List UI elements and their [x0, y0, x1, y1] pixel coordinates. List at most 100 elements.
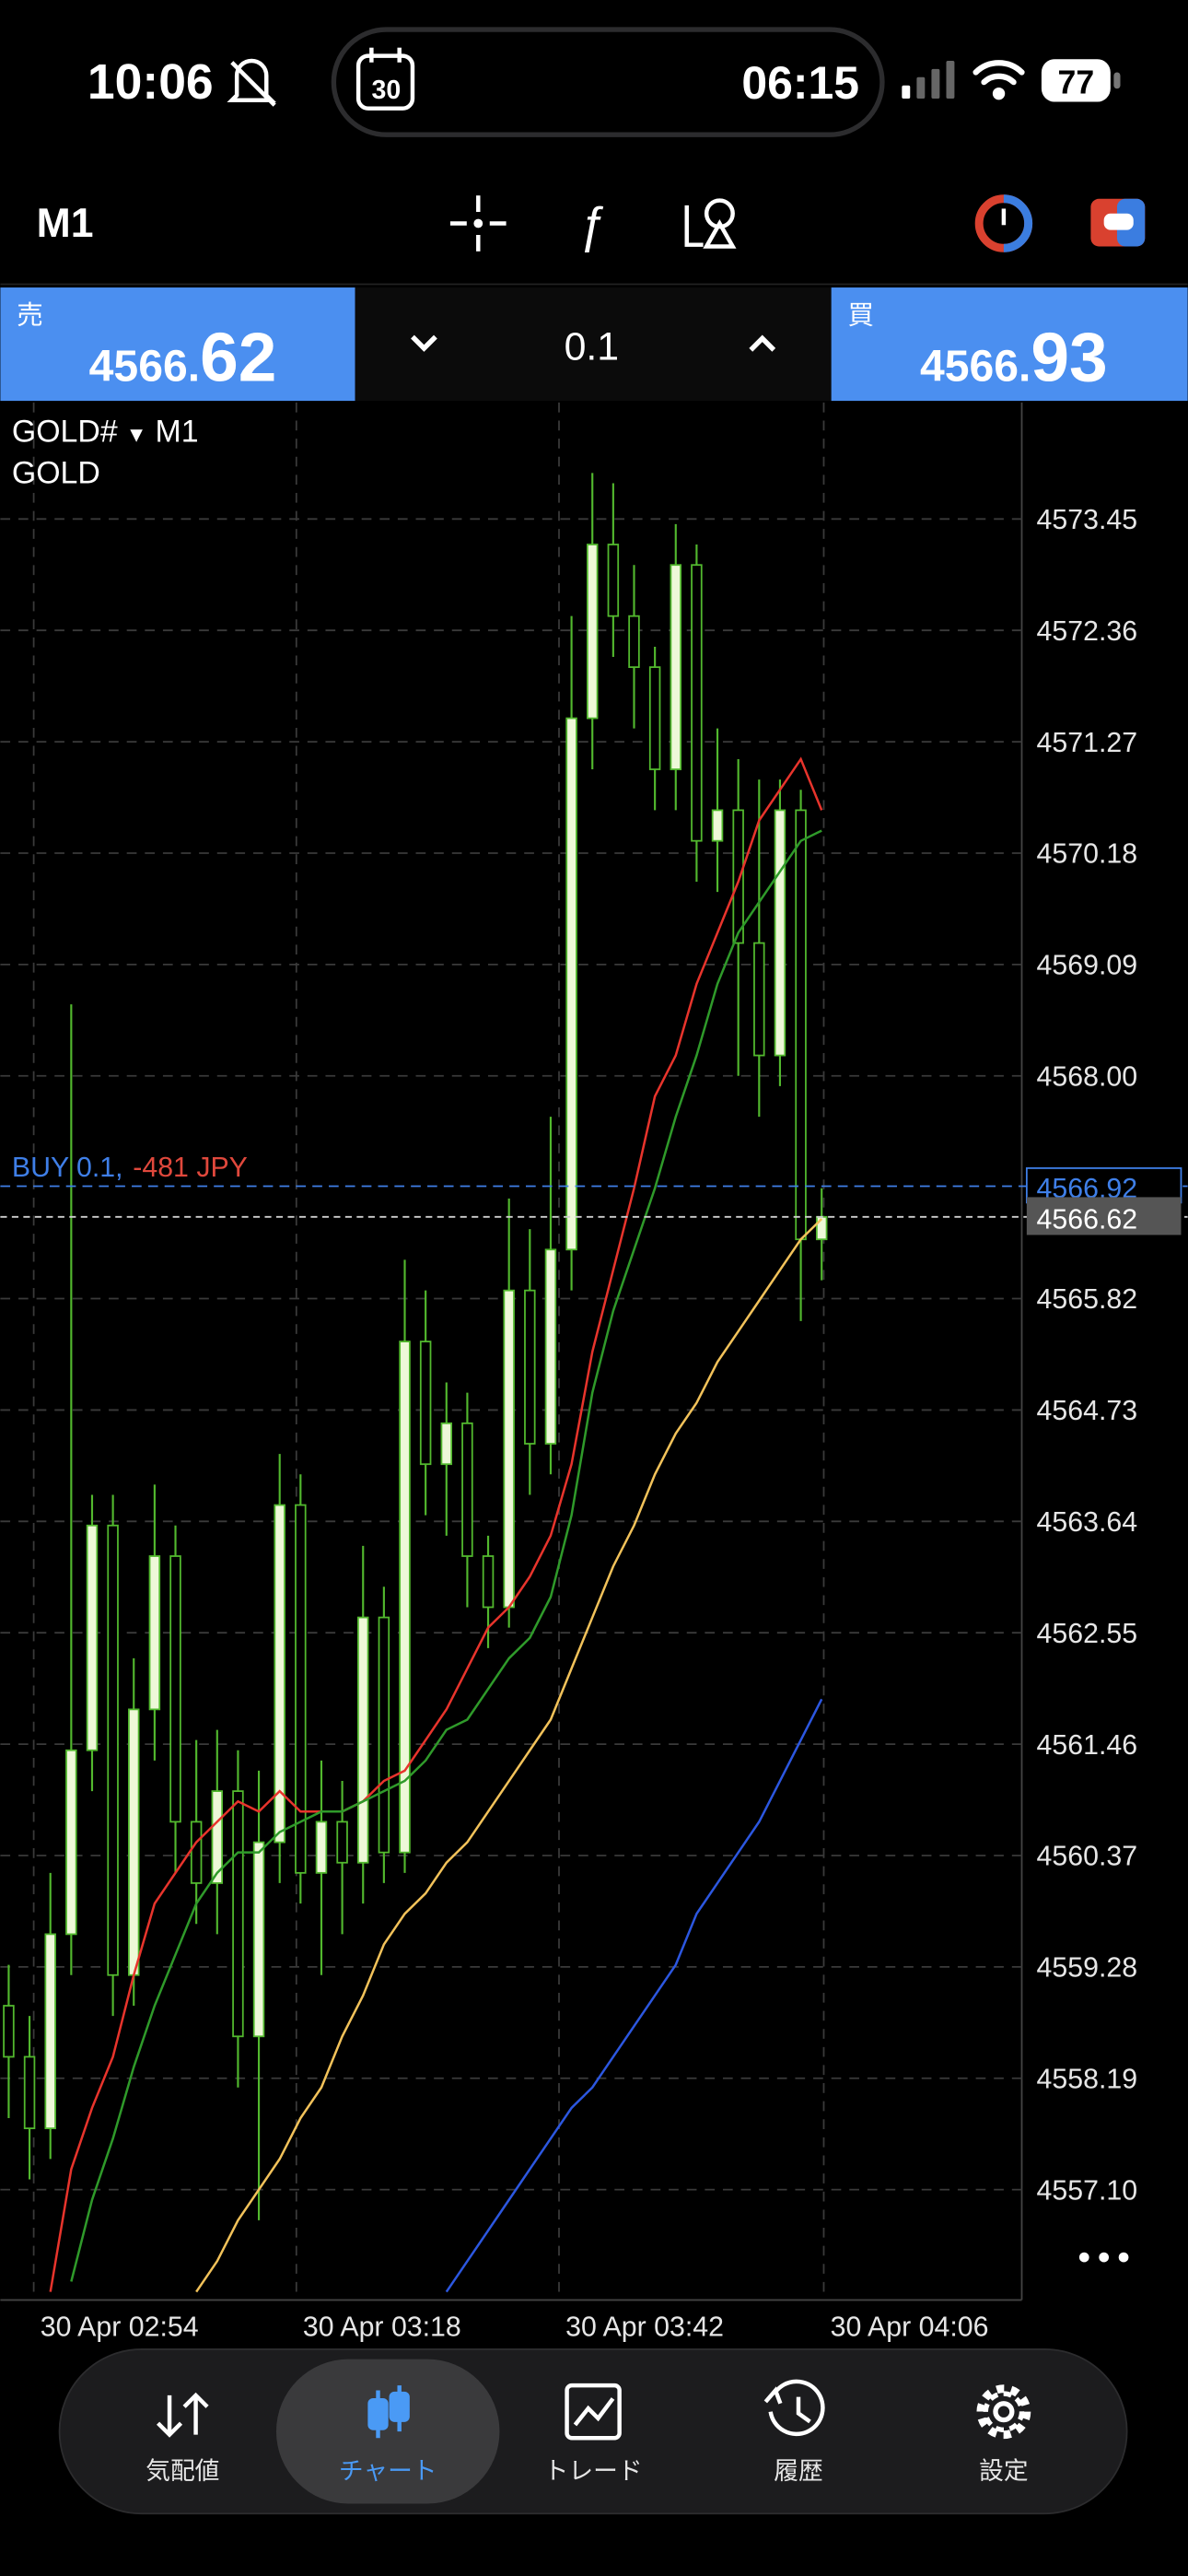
- candle-body: [23, 2055, 36, 2129]
- y-tick-label: 4573.45: [1037, 505, 1138, 535]
- candle-body: [565, 717, 577, 1251]
- volume[interactable]: 0.1: [565, 325, 619, 369]
- y-tick-label: 4563.64: [1037, 1507, 1138, 1538]
- more-button[interactable]: [1099, 2252, 1110, 2263]
- volume-box: [355, 287, 832, 402]
- y-tick-label: 4559.28: [1037, 1953, 1138, 1984]
- objects-button[interactable]: [684, 205, 704, 247]
- moving-average: [49, 756, 823, 2292]
- buy-button[interactable]: [831, 287, 1188, 402]
- account-button[interactable]: [1103, 213, 1134, 230]
- wifi-icon: [992, 87, 1006, 100]
- trade-icon[interactable]: [565, 2383, 622, 2441]
- candle-body: [356, 1616, 369, 1864]
- settings-icon[interactable]: [983, 2391, 1025, 2432]
- calendar-date: 30: [372, 76, 402, 105]
- y-tick-label: 4569.09: [1037, 951, 1138, 981]
- trade-mode-button[interactable]: [1003, 194, 1033, 252]
- quotes-icon[interactable]: [156, 2395, 183, 2438]
- candle-body: [44, 1933, 56, 2129]
- trade-mode-button[interactable]: [974, 194, 1033, 252]
- nav-label[interactable]: チャート: [339, 2457, 437, 2485]
- more-button[interactable]: [1118, 2252, 1129, 2263]
- chart-icon[interactable]: [367, 2397, 389, 2430]
- more-button[interactable]: [1078, 2252, 1089, 2263]
- candle-body: [524, 1289, 536, 1445]
- moving-average: [445, 1698, 823, 2293]
- trade-icon[interactable]: [565, 2383, 622, 2441]
- chart[interactable]: 4573.45 4572.36 4571.27 4570.18 4569.09 4568.…: [0, 402, 1188, 2343]
- trade-icon[interactable]: [573, 2397, 615, 2427]
- candle-body: [315, 1821, 328, 1874]
- y-tick-label: 4572.36: [1037, 616, 1138, 647]
- signal-icon: [902, 85, 911, 99]
- y-tick-label: 4570.18: [1037, 839, 1138, 870]
- crosshair-button[interactable]: [449, 195, 507, 252]
- battery-level: 77: [1058, 64, 1095, 101]
- history-icon[interactable]: [768, 2379, 825, 2437]
- island-time: 06:15: [741, 57, 859, 109]
- quotes-icon[interactable]: [182, 2392, 209, 2435]
- y-tick-label: 4560.37: [1037, 1842, 1138, 1872]
- signal-icon: [931, 68, 940, 99]
- x-tick-label: 30 Apr 03:42: [565, 2313, 724, 2343]
- dynamic-island: [331, 27, 885, 137]
- symbol-dropdown[interactable]: ▼: [126, 423, 147, 447]
- volume-down[interactable]: [411, 334, 437, 352]
- candle-body: [148, 1555, 161, 1711]
- y-tick-label: 4557.10: [1037, 2175, 1138, 2206]
- bid-price: 4566.62: [1037, 1204, 1138, 1235]
- candle-body: [378, 1616, 390, 1854]
- y-tick-label: 4564.73: [1037, 1396, 1138, 1426]
- candle-body: [482, 1555, 495, 1609]
- nav-label[interactable]: トレード: [544, 2457, 643, 2485]
- signal-icon: [916, 76, 926, 99]
- crosshair-button[interactable]: [473, 218, 483, 228]
- settings-icon[interactable]: [976, 2384, 1031, 2440]
- chart-icon[interactable]: [389, 2391, 410, 2422]
- moving-average: [195, 1218, 823, 2293]
- buy-price-main: 4566.: [920, 342, 1031, 392]
- history-icon[interactable]: [763, 2379, 825, 2437]
- settings-icon[interactable]: [976, 2384, 1031, 2440]
- candle-body: [503, 1289, 515, 1609]
- sell-button[interactable]: [0, 287, 355, 402]
- objects-button[interactable]: [703, 219, 737, 249]
- candle-body: [295, 1504, 307, 1874]
- candle-body: [399, 1341, 411, 1854]
- y-tick-label: 4562.55: [1037, 1619, 1138, 1649]
- quotes-icon[interactable]: [156, 2392, 209, 2438]
- bid-price-box: [1026, 1197, 1182, 1235]
- candle-body: [336, 1821, 348, 1864]
- timeframe-button[interactable]: M1: [37, 201, 94, 246]
- candle-body: [753, 942, 765, 1057]
- settings-icon[interactable]: [993, 2401, 1015, 2423]
- history-icon[interactable]: [763, 2386, 783, 2405]
- signal-icon: [946, 60, 955, 99]
- sell-price-big: 62: [200, 319, 276, 396]
- silent-icon: [230, 61, 276, 107]
- chart-icon[interactable]: [367, 2385, 410, 2439]
- account-button[interactable]: [1090, 198, 1146, 247]
- x-tick-label: 30 Apr 02:54: [41, 2313, 199, 2343]
- nav-active-pill: [275, 2359, 500, 2504]
- candle-body: [232, 1790, 244, 2038]
- silent-icon: [227, 58, 276, 107]
- candle-body: [461, 1422, 473, 1557]
- volume-up[interactable]: [749, 334, 776, 352]
- buy-price-big: 93: [1031, 319, 1107, 396]
- history-icon[interactable]: [796, 2396, 811, 2424]
- position-type: BUY 0.1,: [12, 1153, 123, 1183]
- nav-label[interactable]: 履歴: [774, 2457, 822, 2485]
- trade-panel: 売 4566.62 0.1 買 4566.93: [0, 287, 1188, 402]
- indicators-button[interactable]: ƒ: [577, 198, 605, 253]
- battery: [1041, 59, 1111, 102]
- nav-label[interactable]: 気配値: [146, 2457, 219, 2485]
- sell-label: 売: [17, 300, 43, 330]
- candle-body: [544, 1248, 557, 1445]
- nav-label[interactable]: 設定: [979, 2457, 1028, 2485]
- more-button[interactable]: [1078, 2252, 1129, 2263]
- objects-button[interactable]: [684, 198, 737, 249]
